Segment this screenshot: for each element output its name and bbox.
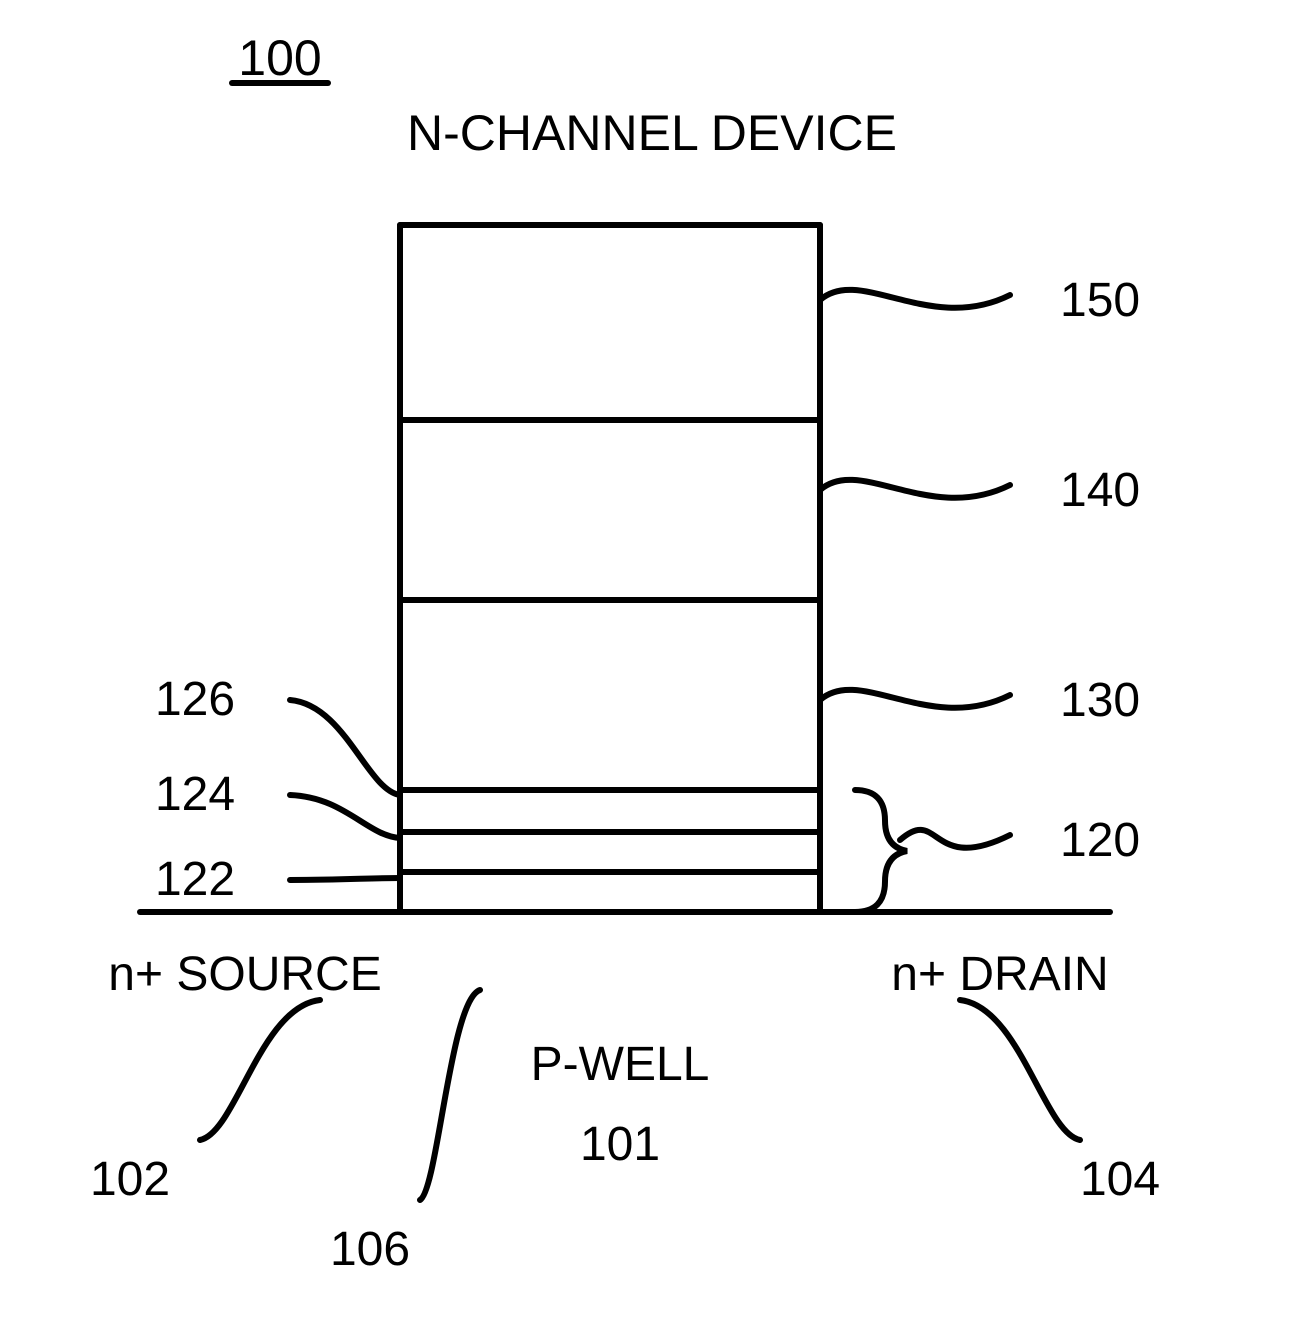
label-l122: 122 [155,853,235,906]
leader-l150 [820,290,1010,308]
leader-l130 [820,690,1010,708]
label-102: 102 [90,1153,170,1206]
leader-l126 [290,700,400,795]
leader-104 [960,1000,1080,1140]
leader-106 [420,990,480,1200]
label-l124: 124 [155,768,235,821]
label-l150: 150 [1060,274,1140,327]
brace-120 [855,790,907,912]
figure-ref-100: 100 [238,30,321,86]
label-source: n+ SOURCE [108,948,381,1001]
label-drain: n+ DRAIN [891,948,1108,1001]
label-l130: 130 [1060,674,1140,727]
leader-l124 [290,795,400,838]
label-101: 101 [580,1118,660,1171]
leader-l122 [290,878,400,880]
leader-l140 [820,480,1010,498]
label-l126: 126 [155,673,235,726]
leader-l120 [900,830,1010,848]
diagram-title: N-CHANNEL DEVICE [407,105,897,161]
label-106: 106 [330,1223,410,1276]
label-l120: 120 [1060,814,1140,867]
label-104: 104 [1080,1153,1160,1206]
label-pwell: P-WELL [531,1038,710,1091]
leader-102 [200,1000,320,1140]
label-l140: 140 [1060,464,1140,517]
